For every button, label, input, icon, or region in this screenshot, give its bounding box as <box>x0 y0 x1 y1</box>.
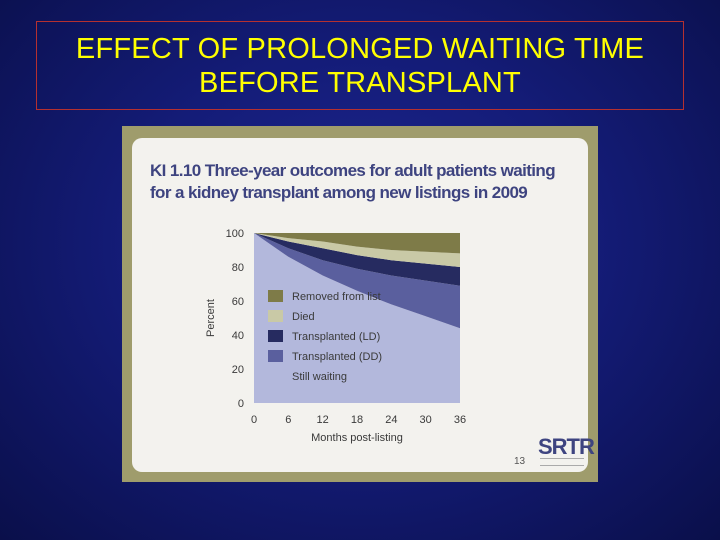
x-tick-label: 30 <box>420 414 432 426</box>
legend-label: Still waiting <box>292 371 347 383</box>
chart-axes: 0 20 40 60 80 100 0 6 12 18 24 30 36 Months post-list… <box>205 228 466 444</box>
x-tick-label: 12 <box>317 414 329 426</box>
y-tick-label: 20 <box>232 364 244 376</box>
area-died <box>254 233 460 267</box>
legend-swatch <box>268 370 283 382</box>
slide-title: EFFECT OF PROLONGED WAITING TIME BEFORE … <box>36 21 684 110</box>
x-axis-label: Months post-listing <box>311 432 403 444</box>
figure-title-line-2: for a kidney transplant among new listin… <box>150 183 528 202</box>
y-tick-label: 60 <box>232 296 244 308</box>
legend-swatch <box>268 310 283 322</box>
stacked-area-chart: 0 20 40 60 80 100 0 6 12 18 24 30 36 Months post-list… <box>205 228 466 444</box>
legend-label: Transplanted (DD) <box>292 351 382 363</box>
page-number: 13 <box>514 456 526 467</box>
y-tick-label: 0 <box>238 398 244 410</box>
chart-areas <box>254 233 460 403</box>
area-transplanted-ld <box>254 233 460 286</box>
legend-label: Transplanted (LD) <box>292 331 380 343</box>
x-tick-label: 6 <box>285 414 291 426</box>
legend-swatch <box>268 330 283 342</box>
area-still-waiting <box>254 233 460 403</box>
legend-swatch <box>268 350 283 362</box>
srtr-logo-rule <box>540 458 584 466</box>
legend-label: Removed from list <box>292 291 381 303</box>
legend-label: Died <box>292 311 315 323</box>
chart-legend: Removed from list Died Transplanted (LD) Tr… <box>268 290 382 383</box>
slide-title-line-1: EFFECT OF PROLONGED WAITING TIME <box>75 32 645 65</box>
x-tick-label: 36 <box>454 414 466 426</box>
area-removed-from-list <box>254 233 460 254</box>
x-tick-label: 18 <box>351 414 363 426</box>
legend-swatch <box>268 290 283 302</box>
area-transplanted-dd <box>254 233 460 329</box>
x-tick-label: 24 <box>385 414 397 426</box>
y-tick-label: 100 <box>226 228 244 240</box>
figure-title: KI 1.10 Three-year outcomes for adult pa… <box>150 160 570 204</box>
srtr-logo: SRTR <box>538 434 595 459</box>
y-tick-label: 80 <box>232 262 244 274</box>
y-axis-label: Percent <box>205 299 217 337</box>
y-tick-label: 40 <box>232 330 244 342</box>
x-tick-label: 0 <box>251 414 257 426</box>
figure-title-line-1: KI 1.10 Three-year outcomes for adult pa… <box>150 161 556 180</box>
slide-title-line-2: BEFORE TRANSPLANT <box>199 66 521 99</box>
